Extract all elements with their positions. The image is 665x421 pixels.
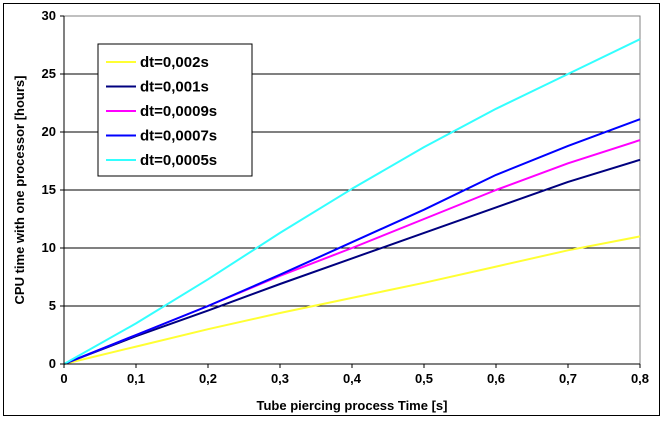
legend-label: dt=0,001s [140, 79, 209, 96]
x-tick-label: 0,7 [559, 371, 577, 386]
y-tick-label: 0 [49, 356, 56, 371]
legend-label: dt=0,002s [140, 54, 209, 71]
y-tick-label: 20 [42, 124, 56, 139]
legend-label: dt=0,0007s [140, 128, 217, 145]
series-line-5 [63, 38, 641, 365]
legend-label: dt=0,0009s [140, 103, 217, 120]
axes [60, 15, 641, 368]
x-tick-label: 0,8 [631, 371, 649, 386]
y-tick-label: 15 [42, 182, 56, 197]
y-tick-label: 25 [42, 66, 56, 81]
x-axis-title: Tube piercing process Time [s] [257, 398, 448, 413]
x-tick-label: 0,4 [343, 371, 362, 386]
x-tick-label: 0,5 [415, 371, 433, 386]
series-line-1 [63, 235, 641, 365]
series-line-2 [63, 158, 641, 365]
x-tick-labels: 0 0,1 0,2 0,3 0,4 0,5 0,6 0,7 0,8 [60, 371, 649, 386]
legend: dt=0,002s dt=0,001s dt=0,0009s dt=0,0007s dt… [97, 43, 253, 177]
x-tick-label: 0,6 [487, 371, 505, 386]
x-tick-label: 0 [60, 371, 67, 386]
y-tick-label: 10 [42, 240, 56, 255]
y-tick-label: 5 [49, 298, 56, 313]
y-tick-labels: 0 5 10 15 20 25 30 [42, 8, 56, 371]
legend-box [97, 43, 253, 177]
x-tick-label: 0,2 [199, 371, 217, 386]
series-lines [63, 38, 641, 365]
y-tick-label: 30 [42, 8, 56, 23]
y-axis-title: CPU time with one processor [hours] [12, 76, 27, 305]
x-tick-label: 0,3 [271, 371, 289, 386]
series-line-4 [63, 118, 641, 365]
legend-label: dt=0,0005s [140, 152, 217, 169]
x-tick-label: 0,1 [127, 371, 145, 386]
